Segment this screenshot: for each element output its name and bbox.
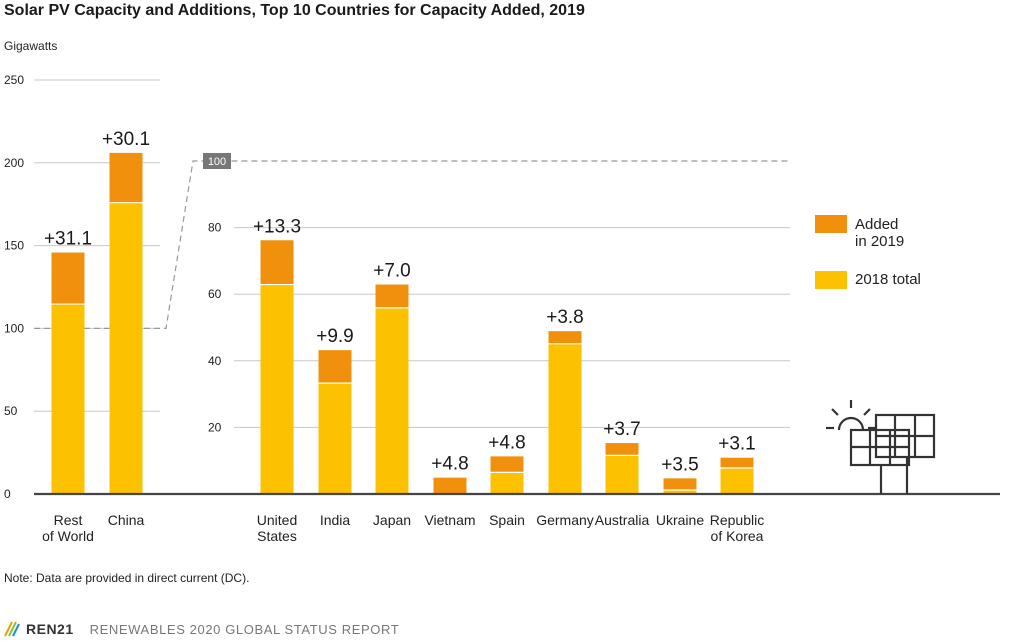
y-tick-label: 50 bbox=[4, 404, 18, 418]
bar-2018-total bbox=[318, 383, 352, 494]
bar-added-2019 bbox=[605, 443, 639, 456]
data-label: +7.0 bbox=[373, 261, 411, 282]
data-label: +31.1 bbox=[44, 229, 92, 250]
y-tick-label: 40 bbox=[208, 354, 222, 368]
legend-label-2018: 2018 total bbox=[855, 271, 921, 288]
bar-2018-total bbox=[720, 468, 754, 494]
data-label: +9.9 bbox=[316, 326, 354, 347]
x-category-label: Rest of World bbox=[42, 512, 94, 544]
x-category-label: Germany bbox=[536, 512, 594, 528]
bar-2018-total bbox=[375, 307, 409, 494]
x-category-label: Japan bbox=[373, 512, 411, 528]
x-category-label: Spain bbox=[489, 512, 525, 528]
bar-2018-total bbox=[548, 343, 582, 494]
x-category-label: United States bbox=[257, 512, 297, 544]
bar-added-2019 bbox=[318, 350, 352, 384]
chart-canvas: Gigawatts 0 50 100 150 200 250 20 40 60 80 100 +31.1… bbox=[4, 39, 1000, 544]
y-tick-label: 100 bbox=[4, 321, 24, 335]
x-category-label: Vietnam bbox=[424, 512, 475, 528]
reference-line-100 bbox=[34, 160, 790, 329]
y-tick-label: 20 bbox=[208, 420, 222, 434]
bar-added-2019 bbox=[109, 152, 143, 203]
bar-2018-total bbox=[490, 472, 524, 494]
bar-added-2019 bbox=[490, 456, 524, 473]
data-label: +13.3 bbox=[253, 216, 301, 237]
footer: REN21 RENEWABLES 2020 GLOBAL STATUS REPO… bbox=[4, 620, 399, 638]
bar-added-2019 bbox=[548, 331, 582, 344]
y-tick-label: 200 bbox=[4, 156, 24, 170]
footer-brand: REN21 bbox=[26, 621, 74, 637]
legend-swatch-2018 bbox=[815, 271, 847, 289]
x-category-label: India bbox=[320, 512, 351, 528]
bar-added-2019 bbox=[375, 284, 409, 308]
solar-panel-icon bbox=[826, 400, 936, 494]
bar-added-2019 bbox=[433, 477, 467, 494]
legend-swatch-added bbox=[815, 215, 847, 233]
y-tick-label: 80 bbox=[208, 221, 222, 235]
reference-line-label: 100 bbox=[208, 156, 226, 168]
footer-report-title: RENEWABLES 2020 GLOBAL STATUS REPORT bbox=[89, 621, 400, 637]
bar-added-2019 bbox=[720, 457, 754, 469]
reference-line-badge bbox=[203, 153, 231, 169]
data-label: +4.8 bbox=[431, 454, 469, 475]
data-label: +4.8 bbox=[488, 432, 526, 453]
bar-2018-total bbox=[605, 455, 639, 494]
y-axis-label: Gigawatts bbox=[4, 39, 57, 53]
x-category-label: Ukraine bbox=[656, 512, 704, 528]
y-tick-label: 250 bbox=[4, 73, 24, 87]
x-category-label: Republic of Korea bbox=[710, 512, 764, 544]
y-tick-label: 60 bbox=[208, 287, 222, 301]
data-label: +3.8 bbox=[546, 307, 584, 328]
y-tick-label: 150 bbox=[4, 239, 24, 253]
data-label: +30.1 bbox=[102, 129, 150, 150]
chart-title: Solar PV Capacity and Additions, Top 10 … bbox=[4, 2, 585, 19]
bar-2018-total bbox=[663, 490, 697, 494]
data-label: +3.1 bbox=[718, 434, 756, 455]
bar-2018-total bbox=[51, 304, 85, 494]
bar-2018-total bbox=[109, 202, 143, 494]
y-tick-label: 0 bbox=[4, 487, 11, 501]
legend-label-added: Added in 2019 bbox=[855, 216, 904, 250]
bar-2018-total bbox=[260, 284, 294, 494]
x-category-label: China bbox=[108, 512, 145, 528]
bar-added-2019 bbox=[260, 240, 294, 285]
x-category-label: Australia bbox=[595, 512, 650, 528]
ren21-logo-icon bbox=[4, 621, 20, 637]
bar-added-2019 bbox=[663, 478, 697, 491]
data-label: +3.5 bbox=[661, 454, 699, 475]
data-label: +3.7 bbox=[603, 419, 641, 440]
chart-note: Note: Data are provided in direct curren… bbox=[4, 571, 250, 585]
bar-added-2019 bbox=[51, 252, 85, 305]
